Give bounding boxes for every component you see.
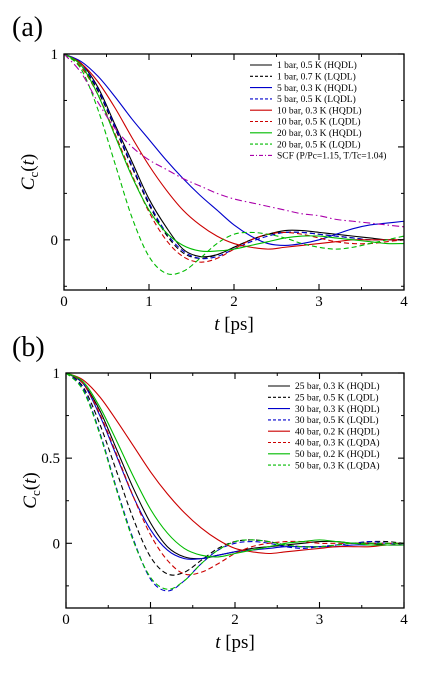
series-line-7 (66, 373, 404, 590)
legend-entry: 30 bar, 0.3 K (HQDL) (295, 404, 380, 415)
panel-label: (b) (12, 332, 45, 363)
legend-entry: 20 bar, 0.3 K (HQDL) (277, 128, 362, 139)
y-tick-label: 1 (51, 47, 59, 63)
legend-entry: 10 bar, 0.5 K (LQDL) (277, 117, 361, 128)
y-tick-label: 0 (53, 536, 61, 552)
x-tick-label: 2 (231, 612, 239, 628)
y-tick-label: 1 (53, 366, 61, 382)
legend-entry: 5 bar, 0.3 K (HQDL) (277, 83, 357, 94)
legend-entry: 50 bar, 0.2 K (HQDL) (295, 449, 380, 460)
y-tick-label: 0.5 (41, 451, 60, 467)
series-line-4 (64, 54, 404, 250)
series-line-5 (64, 54, 404, 263)
series-line-4 (66, 373, 404, 555)
x-tick-label: 1 (145, 294, 153, 310)
series-line-1 (64, 54, 404, 259)
series-line-6 (64, 54, 404, 253)
legend-entry: 40 bar, 0.2 K (HQDL) (295, 426, 380, 437)
legend-entry: 30 bar, 0.5 K (LQDL) (295, 415, 379, 426)
legend-entry: 25 bar, 0.3 K (HQDL) (295, 381, 380, 392)
legend: 1 bar, 0.5 K (HQDL)1 bar, 0.7 K (LQDL)5 … (250, 60, 386, 162)
legend-entry: 5 bar, 0.5 K (LQDL) (277, 94, 356, 105)
y-axis-label: Cc(t) (20, 472, 43, 508)
legend-entry: 1 bar, 0.5 K (HQDL) (277, 60, 357, 71)
legend: 25 bar, 0.3 K (HQDL)25 bar, 0.5 K (LQDL)… (268, 381, 380, 471)
chart-panel-1: (b) 0 1 2 3 4 0 0.5 1 t [ps] Cc(t) 25 bar, 0.3 K (H… (12, 332, 408, 653)
series-line-8 (64, 54, 404, 228)
series-group (66, 373, 404, 592)
legend-entry: 50 bar, 0.3 K (LQDA) (295, 460, 380, 471)
series-line-2 (64, 54, 404, 246)
x-tick-label: 2 (230, 294, 238, 310)
legend-entry: 1 bar, 0.7 K (LQDL) (277, 72, 356, 83)
series-line-7 (64, 54, 404, 275)
legend-entry: 40 bar, 0.3 K (LQDA) (295, 438, 380, 449)
x-tick-label: 1 (147, 612, 155, 628)
panel-label: (a) (12, 12, 43, 43)
legend-entry: 25 bar, 0.5 K (LQDL) (295, 393, 379, 404)
x-axis-label: t [ps] (214, 314, 254, 335)
x-tick-label: 3 (315, 294, 323, 310)
legend-entry: SCF (P/Pc=1.15, T/Tc=1.04) (277, 151, 386, 162)
x-axis-label: t [ps] (215, 632, 255, 653)
x-tick-label: 3 (316, 612, 324, 628)
x-tick-label: 0 (62, 612, 70, 628)
x-tick-label: 0 (60, 294, 68, 310)
legend-entry: 20 bar, 0.5 K (LQDL) (277, 139, 361, 150)
series-line-6 (66, 373, 404, 558)
y-tick-label: 0 (51, 233, 59, 249)
y-axis-label: Cc(t) (18, 154, 41, 190)
x-tick-label: 4 (400, 294, 408, 310)
chart-panel-0: (a) 0 1 2 3 4 0 1 t [ps] Cc(t) 1 bar, 0.5 K (HQDL)… (12, 12, 408, 335)
legend-entry: 10 bar, 0.3 K (HQDL) (277, 105, 362, 116)
series-group (64, 54, 404, 275)
x-tick-label: 4 (400, 612, 408, 628)
